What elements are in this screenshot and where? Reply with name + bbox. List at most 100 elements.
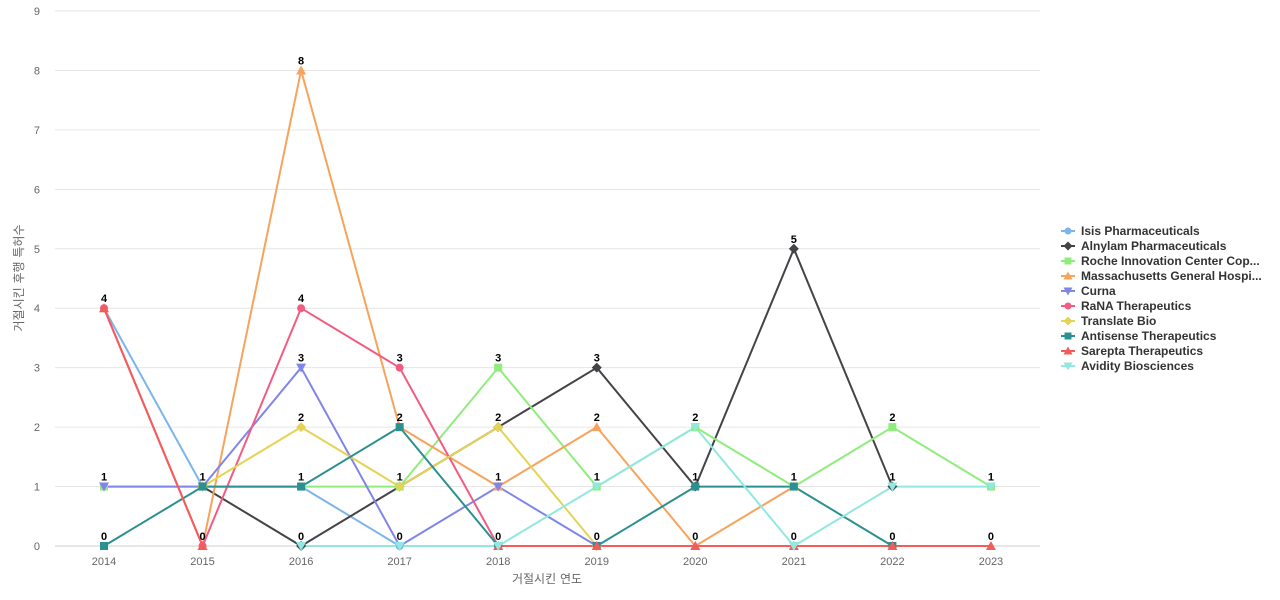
legend-label: Roche Innovation Center Cop... — [1081, 254, 1260, 268]
data-label: 0 — [495, 531, 501, 543]
series-line-1 — [201, 247, 894, 547]
data-point — [690, 423, 701, 433]
x-tick-label: 2014 — [92, 556, 116, 568]
data-point — [985, 482, 996, 492]
data-label: 0 — [889, 531, 895, 543]
legend-item[interactable]: RaNA Therapeutics — [1061, 299, 1192, 313]
data-point — [591, 362, 602, 373]
data-point — [494, 363, 503, 372]
data-label: 0 — [692, 531, 698, 543]
y-axis-ticks: 0 1 2 3 4 5 6 7 8 9 — [34, 6, 40, 553]
data-label: 3 — [495, 353, 501, 365]
x-tick-label: 2019 — [585, 556, 609, 568]
y-tick-label: 1 — [34, 482, 40, 494]
legend-label: Massachusetts General Hospi... — [1081, 269, 1262, 283]
legend-marker — [1064, 257, 1072, 265]
data-point — [591, 541, 602, 550]
data-label: 1 — [199, 472, 205, 484]
data-point — [887, 482, 898, 492]
legend-item[interactable]: Sarepta Therapeutics — [1061, 344, 1203, 358]
data-label: 4 — [101, 293, 108, 305]
legend-item[interactable]: Roche Innovation Center Cop... — [1061, 254, 1260, 268]
data-label: 1 — [791, 472, 797, 484]
data-point — [297, 304, 306, 313]
data-label: 1 — [298, 472, 304, 484]
data-label: 1 — [988, 472, 994, 484]
data-label: 1 — [889, 472, 895, 484]
data-point — [198, 482, 207, 491]
data-label: 2 — [594, 412, 600, 424]
series-markers — [99, 65, 996, 551]
legend-marker — [1064, 332, 1072, 340]
data-point — [888, 423, 897, 432]
data-label: 2 — [889, 412, 895, 424]
data-label: 2 — [495, 412, 501, 424]
data-label: 4 — [298, 293, 305, 305]
data-point — [100, 542, 108, 550]
gridlines — [55, 10, 1040, 547]
x-tick-label: 2015 — [190, 556, 214, 568]
legend-label: Curna — [1081, 284, 1116, 298]
x-axis-ticks: 2014 2015 2016 2017 2018 2019 2020 2021 2022 2023 — [92, 556, 1003, 568]
data-point — [296, 363, 307, 373]
data-label: 3 — [298, 353, 304, 365]
y-axis-title: 거절시킨 후행 특허수 — [11, 225, 26, 332]
data-point — [296, 542, 307, 551]
legend-item[interactable]: Isis Pharmaceuticals — [1061, 224, 1200, 238]
legend-marker — [1063, 362, 1073, 371]
legend-marker — [1064, 302, 1072, 310]
legend-item[interactable]: Translate Bio — [1061, 314, 1156, 328]
data-point — [394, 481, 405, 492]
y-tick-label: 8 — [34, 65, 40, 77]
y-tick-label: 0 — [34, 541, 40, 553]
legend-item[interactable]: Avidity Biosciences — [1061, 359, 1194, 373]
data-label: 0 — [298, 531, 304, 543]
y-tick-label: 9 — [34, 6, 40, 18]
data-point — [493, 482, 504, 492]
legend-marker — [1063, 346, 1073, 355]
y-tick-label: 3 — [34, 363, 40, 375]
data-point — [691, 482, 700, 491]
data-label: 1 — [594, 472, 600, 484]
data-point — [99, 303, 109, 313]
data-point — [690, 541, 701, 550]
x-tick-label: 2020 — [683, 556, 707, 568]
y-tick-label: 7 — [34, 125, 40, 137]
legend-item[interactable]: Antisense Therapeutics — [1061, 329, 1217, 343]
data-label: 0 — [594, 531, 600, 543]
legend-item[interactable]: Massachusetts General Hospi... — [1061, 269, 1262, 283]
x-tick-label: 2018 — [486, 556, 510, 568]
legend-marker — [1064, 227, 1072, 235]
x-axis-title: 거절시킨 연도 — [512, 572, 582, 586]
legend-item[interactable]: Alnylam Pharmaceuticals — [1061, 239, 1227, 253]
y-tick-label: 5 — [34, 244, 40, 256]
data-point — [887, 541, 898, 550]
legend-label: RaNA Therapeutics — [1081, 299, 1192, 313]
data-label: 2 — [397, 412, 403, 424]
legend-label: Translate Bio — [1081, 314, 1156, 328]
data-point — [296, 422, 307, 433]
x-tick-label: 2016 — [289, 556, 313, 568]
data-label: 1 — [397, 472, 403, 484]
data-point — [591, 482, 602, 492]
legend-label: Isis Pharmaceuticals — [1081, 224, 1200, 238]
y-tick-label: 4 — [34, 303, 40, 315]
data-point — [591, 422, 602, 432]
data-point — [296, 65, 307, 75]
data-label: 2 — [692, 412, 698, 424]
data-label: 1 — [101, 472, 107, 484]
data-label: 0 — [791, 531, 797, 543]
data-point — [789, 482, 798, 491]
data-label: 2 — [298, 412, 304, 424]
legend-item[interactable]: Curna — [1061, 284, 1116, 298]
data-label: 0 — [101, 531, 107, 543]
series-line-8 — [103, 307, 992, 547]
legend-marker — [1063, 316, 1073, 326]
data-point — [493, 542, 504, 551]
legend-label: Avidity Biosciences — [1081, 359, 1194, 373]
data-label: 3 — [397, 353, 403, 365]
data-point — [99, 482, 109, 492]
x-tick-label: 2017 — [387, 556, 411, 568]
